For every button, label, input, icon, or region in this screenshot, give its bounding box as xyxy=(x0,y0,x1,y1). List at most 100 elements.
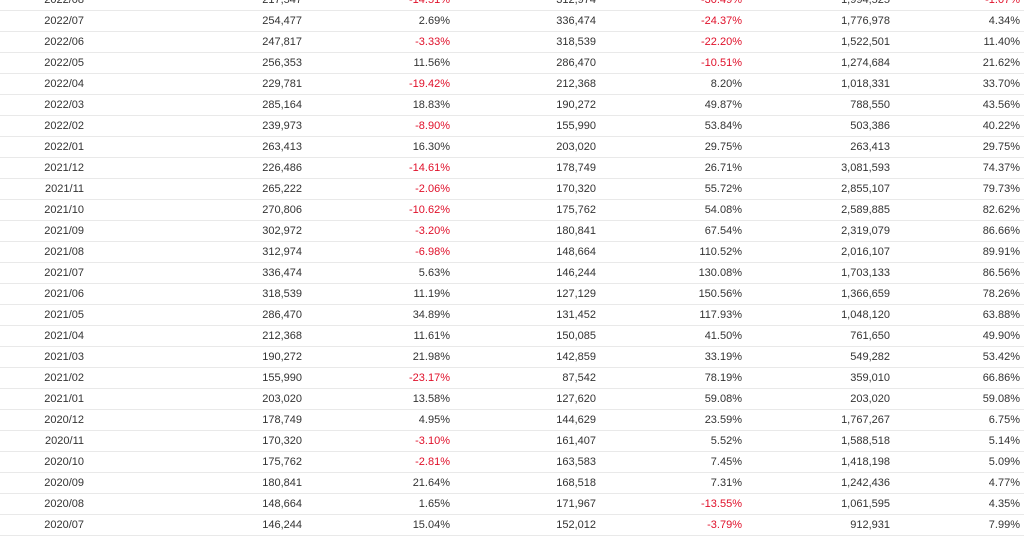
month-cell: 2020/12 xyxy=(44,414,84,427)
prev-year-revenue-cell: 180,841 xyxy=(556,225,596,238)
month-cell: 2021/11 xyxy=(45,183,84,196)
cumulative-yoy-cell: 49.90% xyxy=(982,330,1020,343)
prev-year-revenue-cell: 178,749 xyxy=(556,162,596,175)
table-row: 2021/05 286,470 34.89% 131,452 117.93% 1,048,… xyxy=(0,305,1024,326)
cumulative-yoy-cell: 74.37% xyxy=(982,162,1020,175)
mom-change-cell: -3.20% xyxy=(415,225,450,238)
cumulative-revenue-cell: 2,589,885 xyxy=(841,204,890,217)
yoy-change-cell: -13.55% xyxy=(701,498,742,511)
cumulative-revenue-cell: 503,386 xyxy=(850,120,890,133)
prev-year-revenue-cell: 161,407 xyxy=(556,435,596,448)
cumulative-yoy-cell: 33.70% xyxy=(982,78,1020,91)
cumulative-yoy-cell: 82.62% xyxy=(982,204,1020,217)
mom-change-cell: -3.10% xyxy=(415,435,450,448)
prev-year-revenue-cell: 127,129 xyxy=(556,288,596,301)
cumulative-revenue-cell: 761,650 xyxy=(850,330,890,343)
revenue-cell: 180,841 xyxy=(262,477,302,490)
prev-year-revenue-cell: 163,583 xyxy=(556,456,596,469)
revenue-cell: 270,806 xyxy=(262,204,302,217)
cumulative-revenue-cell: 203,020 xyxy=(850,393,890,406)
month-cell: 2022/03 xyxy=(44,99,84,112)
month-cell: 2020/08 xyxy=(44,498,84,511)
table-row: 2022/08 217,547 -14.51% 312,974 -30.49% 1,994… xyxy=(0,0,1024,11)
yoy-change-cell: 53.84% xyxy=(704,120,742,133)
prev-year-revenue-cell: 336,474 xyxy=(556,15,596,28)
prev-year-revenue-cell: 148,664 xyxy=(556,246,596,259)
cumulative-revenue-cell: 1,274,684 xyxy=(841,57,890,70)
yoy-change-cell: 8.20% xyxy=(710,78,742,91)
revenue-cell: 256,353 xyxy=(262,57,302,70)
cumulative-revenue-cell: 912,931 xyxy=(850,519,890,532)
mom-change-cell: 2.69% xyxy=(418,15,450,28)
table-row: 2020/07 146,244 15.04% 152,012 -3.79% 912,931… xyxy=(0,515,1024,536)
month-cell: 2021/08 xyxy=(44,246,84,259)
yoy-change-cell: -10.51% xyxy=(701,57,742,70)
mom-change-cell: -3.33% xyxy=(415,36,450,49)
cumulative-yoy-cell: 59.08% xyxy=(982,393,1020,406)
revenue-cell: 318,539 xyxy=(262,288,302,301)
yoy-change-cell: 110.52% xyxy=(699,246,742,259)
table-row: 2021/07 336,474 5.63% 146,244 130.08% 1,703,1… xyxy=(0,263,1024,284)
table-row: 2020/09 180,841 21.64% 168,518 7.31% 1,242,43… xyxy=(0,473,1024,494)
cumulative-yoy-cell: 7.99% xyxy=(988,519,1020,532)
table-row: 2021/01 203,020 13.58% 127,620 59.08% 203,020… xyxy=(0,389,1024,410)
revenue-cell: 148,664 xyxy=(262,498,302,511)
mom-change-cell: 11.19% xyxy=(413,288,451,301)
cumulative-revenue-cell: 1,061,595 xyxy=(841,498,890,511)
table-row: 2021/03 190,272 21.98% 142,859 33.19% 549,282… xyxy=(0,347,1024,368)
mom-change-cell: -6.98% xyxy=(415,246,450,259)
cumulative-yoy-cell: 43.56% xyxy=(982,99,1020,112)
table-row: 2021/08 312,974 -6.98% 148,664 110.52% 2,016,… xyxy=(0,242,1024,263)
month-cell: 2021/06 xyxy=(44,288,84,301)
cumulative-revenue-cell: 3,081,593 xyxy=(841,162,890,175)
cumulative-yoy-cell: 29.75% xyxy=(982,141,1020,154)
revenue-cell: 155,990 xyxy=(262,372,302,385)
prev-year-revenue-cell: 190,272 xyxy=(556,99,596,112)
yoy-change-cell: 78.19% xyxy=(704,372,742,385)
prev-year-revenue-cell: 312,974 xyxy=(556,0,596,7)
cumulative-yoy-cell: 53.42% xyxy=(982,351,1020,364)
yoy-change-cell: 117.93% xyxy=(699,309,742,322)
cumulative-yoy-cell: 40.22% xyxy=(982,120,1020,133)
cumulative-yoy-cell: 79.73% xyxy=(982,183,1020,196)
yoy-change-cell: 7.45% xyxy=(710,456,742,469)
cumulative-yoy-cell: 66.86% xyxy=(982,372,1020,385)
month-cell: 2022/05 xyxy=(44,57,84,70)
mom-change-cell: 5.63% xyxy=(418,267,450,280)
yoy-change-cell: -24.37% xyxy=(701,15,742,28)
revenue-cell: 146,244 xyxy=(262,519,302,532)
table-row: 2022/03 285,164 18.83% 190,272 49.87% 788,550… xyxy=(0,95,1024,116)
revenue-cell: 170,320 xyxy=(262,435,302,448)
cumulative-revenue-cell: 263,413 xyxy=(850,141,890,154)
cumulative-revenue-cell: 788,550 xyxy=(850,99,890,112)
revenue-cell: 178,749 xyxy=(262,414,302,427)
month-cell: 2022/04 xyxy=(44,78,84,91)
cumulative-revenue-cell: 1,366,659 xyxy=(841,288,890,301)
prev-year-revenue-cell: 152,012 xyxy=(556,519,596,532)
revenue-cell: 254,477 xyxy=(262,15,302,28)
table-row: 2021/10 270,806 -10.62% 175,762 54.08% 2,589,… xyxy=(0,200,1024,221)
month-cell: 2022/02 xyxy=(44,120,84,133)
revenue-cell: 336,474 xyxy=(262,267,302,280)
month-cell: 2022/08 xyxy=(44,0,84,7)
mom-change-cell: 1.65% xyxy=(418,498,450,511)
mom-change-cell: -14.61% xyxy=(409,162,450,175)
prev-year-revenue-cell: 87,542 xyxy=(562,372,596,385)
table-row: 2022/01 263,413 16.30% 203,020 29.75% 263,413… xyxy=(0,137,1024,158)
month-cell: 2020/07 xyxy=(44,519,84,532)
prev-year-revenue-cell: 127,620 xyxy=(556,393,596,406)
revenue-cell: 265,222 xyxy=(262,183,302,196)
cumulative-yoy-cell: -1.07% xyxy=(985,0,1020,7)
table-row: 2021/09 302,972 -3.20% 180,841 67.54% 2,319,0… xyxy=(0,221,1024,242)
yoy-change-cell: 55.72% xyxy=(704,183,742,196)
cumulative-yoy-cell: 4.35% xyxy=(988,498,1020,511)
yoy-change-cell: 7.31% xyxy=(710,477,742,490)
table-row: 2022/04 229,781 -19.42% 212,368 8.20% 1,018,3… xyxy=(0,74,1024,95)
cumulative-yoy-cell: 5.14% xyxy=(988,435,1020,448)
cumulative-revenue-cell: 2,855,107 xyxy=(841,183,890,196)
revenue-cell: 226,486 xyxy=(262,162,302,175)
table-row: 2020/08 148,664 1.65% 171,967 -13.55% 1,061,5… xyxy=(0,494,1024,515)
